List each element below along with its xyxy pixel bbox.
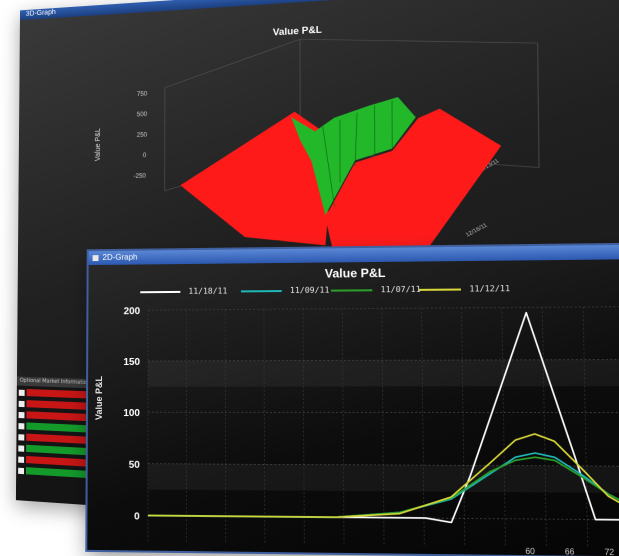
grid-line-vertical (422, 308, 425, 544)
front-window-2d-graph[interactable]: 2D-Graph ✕ Value P&L 11/18/11 11/09/11 1… (87, 245, 619, 556)
line-chart: 05010015020060667275 (87, 245, 619, 556)
row-checkbox[interactable] (19, 389, 25, 395)
y-tick-label: 150 (123, 357, 140, 368)
x-tick-label: 66 (565, 547, 575, 556)
row-checkbox[interactable] (18, 467, 24, 473)
y-tick-label: 0 (134, 511, 140, 522)
row-checkbox[interactable] (18, 445, 24, 451)
row-checkbox[interactable] (18, 456, 24, 462)
grid-line-vertical (382, 308, 384, 544)
grid-line-vertical (583, 307, 588, 546)
grid-line-vertical (342, 309, 344, 544)
y-tick-label: 50 (129, 460, 141, 471)
row-checkbox[interactable] (19, 411, 25, 417)
grid-band (148, 360, 619, 387)
grid-line-vertical (462, 308, 465, 545)
row-checkbox[interactable] (19, 400, 25, 406)
grid-line-vertical (264, 309, 265, 542)
grid-line-vertical (542, 307, 546, 546)
y-tick-label: 200 (124, 306, 141, 317)
x-tick-label: 60 (525, 547, 535, 556)
row-checkbox[interactable] (18, 434, 24, 440)
y-tick-label: 100 (123, 408, 140, 419)
grid-line-vertical (502, 308, 506, 546)
row-checkbox[interactable] (18, 423, 24, 429)
grid-line-horizontal (148, 307, 619, 310)
grid-line-vertical (303, 309, 304, 543)
